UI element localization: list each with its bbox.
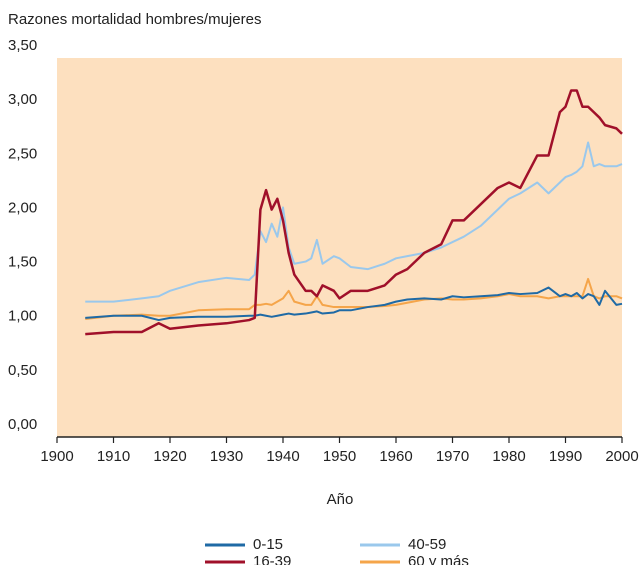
legend-label: 0-15	[253, 536, 283, 553]
y-tick-label: 3,00	[8, 91, 37, 108]
x-tick-label: 1930	[210, 448, 243, 465]
y-axis-label: Razones mortalidad hombres/mujeres	[8, 11, 261, 28]
x-tick-label: 1940	[266, 448, 299, 465]
legend-label: 60 y más	[408, 553, 469, 565]
x-tick-label: 1910	[97, 448, 130, 465]
x-tick-label: 2000	[605, 448, 638, 465]
legend-label: 16-39	[253, 553, 291, 565]
y-tick-label: 0,50	[8, 362, 37, 379]
x-tick-label: 1960	[379, 448, 412, 465]
x-tick-label: 1920	[153, 448, 186, 465]
series-line	[85, 141, 623, 303]
x-tick-label: 1990	[549, 448, 582, 465]
series-line	[85, 89, 623, 336]
y-tick-label: 2,00	[8, 199, 37, 216]
x-tick-label: 1980	[492, 448, 525, 465]
x-tick-label: 1900	[40, 448, 73, 465]
x-tick-label: 1970	[436, 448, 469, 465]
y-tick-label: 3,50	[8, 37, 37, 54]
plot-background	[57, 58, 622, 437]
x-tick-label: 1950	[323, 448, 356, 465]
y-tick-label: 1,50	[8, 254, 37, 271]
x-axis-label: Año	[327, 491, 354, 508]
y-tick-label: 1,00	[8, 308, 37, 325]
legend-label: 40-59	[408, 536, 446, 553]
y-tick-label: 2,50	[8, 145, 37, 162]
y-tick-label: 0,00	[8, 416, 37, 433]
